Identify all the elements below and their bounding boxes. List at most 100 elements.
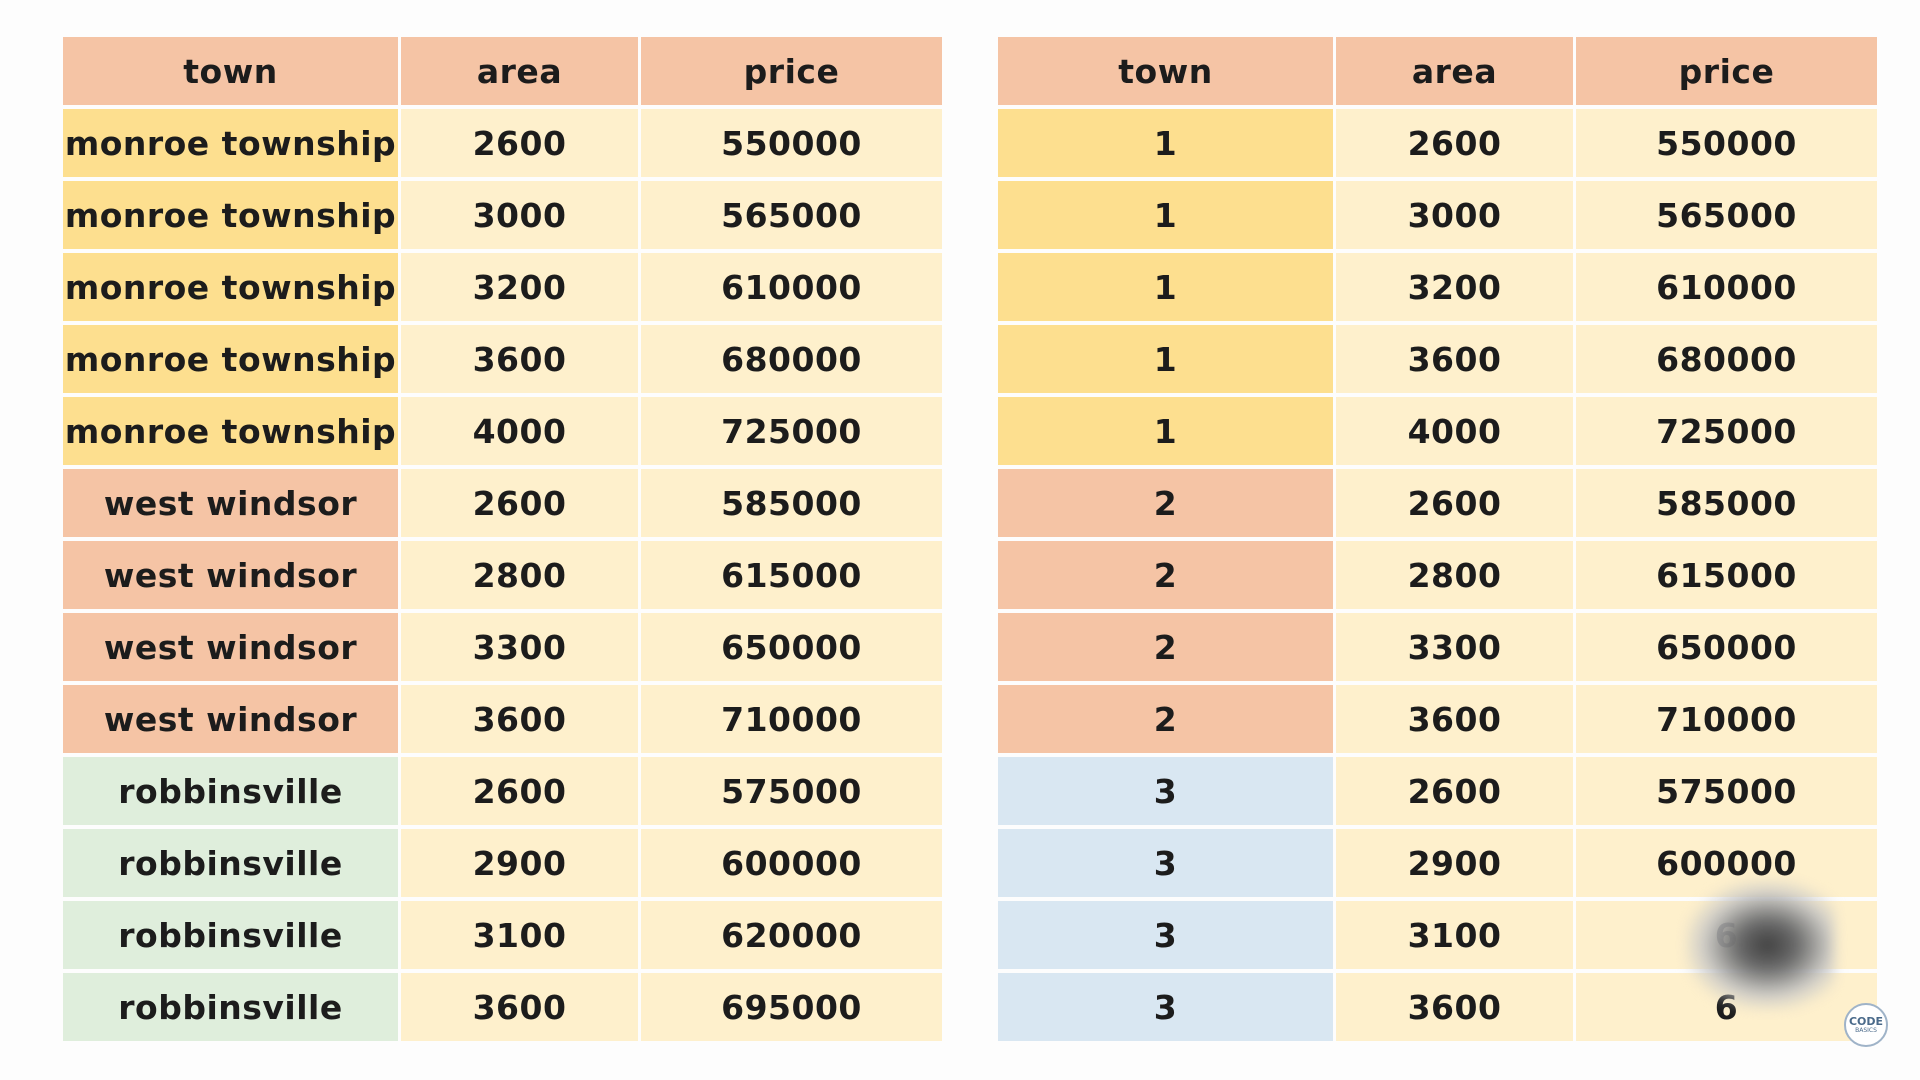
cell-price: 695000 (641, 973, 945, 1045)
cell-price: 650000 (641, 613, 945, 685)
table-row: west windsor 2800 615000 (63, 541, 945, 613)
cell-area: 2600 (401, 757, 641, 829)
cell-town: 2 (998, 469, 1336, 541)
cell-area: 2600 (401, 469, 641, 541)
table-row: 3 2600 575000 (998, 757, 1880, 829)
cell-price: 575000 (641, 757, 945, 829)
cell-area: 3600 (1336, 685, 1576, 757)
cell-town: 1 (998, 325, 1336, 397)
table-row: 1 3600 680000 (998, 325, 1880, 397)
cell-price: 680000 (641, 325, 945, 397)
cell-town: 3 (998, 901, 1336, 973)
cell-area: 3000 (401, 181, 641, 253)
cell-price: 565000 (641, 181, 945, 253)
table-row: robbinsville 3100 620000 (63, 901, 945, 973)
cell-area: 2600 (1336, 469, 1576, 541)
cell-town: 3 (998, 973, 1336, 1045)
cell-area: 2800 (401, 541, 641, 613)
cell-area: 3600 (401, 325, 641, 397)
cell-price: 610000 (1576, 253, 1880, 325)
cell-area: 4000 (401, 397, 641, 469)
cell-area: 2600 (401, 109, 641, 181)
cell-town: monroe township (63, 253, 401, 325)
table-row: west windsor 3300 650000 (63, 613, 945, 685)
cell-area: 3600 (401, 685, 641, 757)
cell-price: 550000 (641, 109, 945, 181)
blurred-overlay (1685, 880, 1835, 1010)
cell-price: 725000 (641, 397, 945, 469)
cell-area: 3100 (401, 901, 641, 973)
cell-area: 2600 (1336, 109, 1576, 181)
table-row: robbinsville 3600 695000 (63, 973, 945, 1045)
cell-town: 3 (998, 829, 1336, 901)
table-row: monroe township 3200 610000 (63, 253, 945, 325)
cell-town: monroe township (63, 325, 401, 397)
table-row: robbinsville 2900 600000 (63, 829, 945, 901)
cell-price: 550000 (1576, 109, 1880, 181)
table-row: west windsor 3600 710000 (63, 685, 945, 757)
cell-area: 3600 (401, 973, 641, 1045)
header-row: town area price (998, 37, 1880, 109)
cell-town: west windsor (63, 469, 401, 541)
cell-town: monroe township (63, 397, 401, 469)
cell-area: 3600 (1336, 973, 1576, 1045)
header-area: area (401, 37, 641, 109)
cell-area: 3300 (401, 613, 641, 685)
cell-town: west windsor (63, 685, 401, 757)
cell-price: 710000 (1576, 685, 1880, 757)
cell-price: 620000 (641, 901, 945, 973)
cell-town: robbinsville (63, 829, 401, 901)
cell-area: 3200 (401, 253, 641, 325)
cell-town: 2 (998, 541, 1336, 613)
header-price: price (1576, 37, 1880, 109)
town-names-table: town area price monroe township 2600 55000… (63, 37, 945, 1045)
table-row: 1 2600 550000 (998, 109, 1880, 181)
cell-town: west windsor (63, 541, 401, 613)
cell-price: 725000 (1576, 397, 1880, 469)
cell-area: 2600 (1336, 757, 1576, 829)
cell-price: 585000 (641, 469, 945, 541)
header-town: town (998, 37, 1336, 109)
cell-town: 2 (998, 685, 1336, 757)
cell-town: robbinsville (63, 901, 401, 973)
codebasics-logo-icon: CODE BASICS (1844, 1003, 1888, 1047)
cell-town: monroe township (63, 181, 401, 253)
cell-price: 600000 (641, 829, 945, 901)
cell-town: 1 (998, 397, 1336, 469)
table-row: 1 4000 725000 (998, 397, 1880, 469)
cell-area: 3300 (1336, 613, 1576, 685)
cell-price: 615000 (1576, 541, 1880, 613)
cell-area: 3200 (1336, 253, 1576, 325)
cell-price: 710000 (641, 685, 945, 757)
cell-area: 3100 (1336, 901, 1576, 973)
cell-area: 3600 (1336, 325, 1576, 397)
cell-town: west windsor (63, 613, 401, 685)
table-row: 2 3600 710000 (998, 685, 1880, 757)
header-price: price (641, 37, 945, 109)
table-row: monroe township 2600 550000 (63, 109, 945, 181)
cell-price: 615000 (641, 541, 945, 613)
cell-town: robbinsville (63, 757, 401, 829)
table-row: monroe township 3000 565000 (63, 181, 945, 253)
logo-line-2: BASICS (1855, 1027, 1877, 1034)
cell-town: monroe township (63, 109, 401, 181)
cell-price: 565000 (1576, 181, 1880, 253)
table-row: 1 3200 610000 (998, 253, 1880, 325)
cell-town: 2 (998, 613, 1336, 685)
header-area: area (1336, 37, 1576, 109)
cell-area: 2800 (1336, 541, 1576, 613)
cell-price: 585000 (1576, 469, 1880, 541)
cell-town: 1 (998, 181, 1336, 253)
table-row: monroe township 4000 725000 (63, 397, 945, 469)
table-row: 2 2600 585000 (998, 469, 1880, 541)
cell-town: 1 (998, 109, 1336, 181)
header-row: town area price (63, 37, 945, 109)
cell-price: 650000 (1576, 613, 1880, 685)
table-row: robbinsville 2600 575000 (63, 757, 945, 829)
table-row: west windsor 2600 585000 (63, 469, 945, 541)
cell-price: 680000 (1576, 325, 1880, 397)
cell-area: 3000 (1336, 181, 1576, 253)
logo-line-1: CODE (1848, 1015, 1884, 1028)
cell-area: 2900 (401, 829, 641, 901)
